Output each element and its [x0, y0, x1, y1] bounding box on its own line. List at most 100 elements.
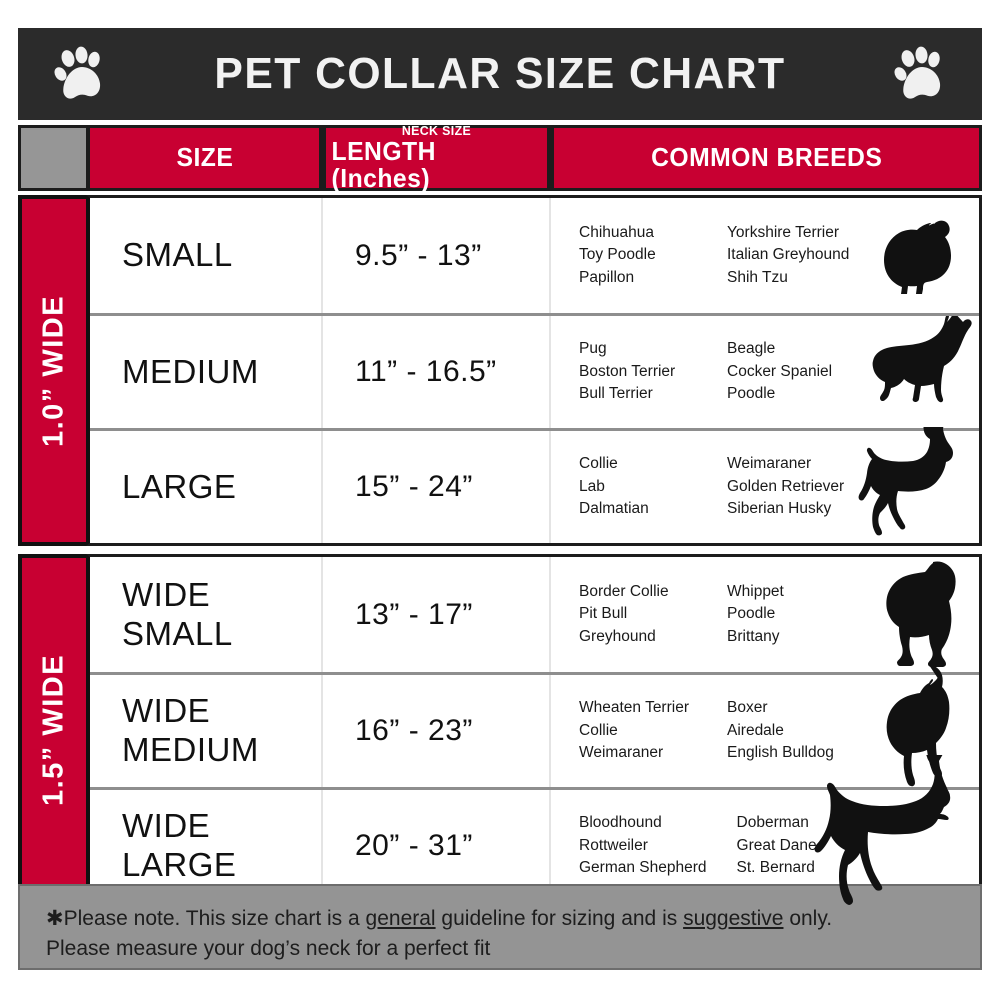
- breed-item: Papillon: [579, 268, 635, 286]
- table-row: SMALL 9.5” - 13” Chihuahua Toy Poodle Pa…: [90, 198, 979, 313]
- footer-underline-suggestive: suggestive: [683, 907, 784, 930]
- size-label: SMALL: [122, 236, 233, 274]
- group-rows: WIDE SMALL 13” - 17” Border Collie Pit B…: [86, 554, 982, 905]
- breed-item: Shih Tzu: [727, 268, 788, 286]
- breed-column-1: Collie Lab Dalmatian: [579, 453, 697, 520]
- cell-breeds: Chihuahua Toy Poodle Papillon Yorkshire …: [551, 198, 979, 313]
- cell-size: WIDE SMALL: [90, 557, 323, 672]
- breed-column-2: Weimaraner Golden Retriever Siberian Hus…: [727, 453, 845, 520]
- size-label-line2: SMALL: [122, 614, 233, 652]
- size-label-line1: WIDE: [122, 575, 211, 613]
- breed-item: Border Collie: [579, 582, 669, 600]
- footer-text: only.: [783, 907, 833, 930]
- table-row: LARGE 15” - 24” Collie Lab Dalmatian Wei…: [90, 427, 979, 543]
- breed-item: Bloodhound: [579, 814, 662, 832]
- breed-column-1: Border Collie Pit Bull Greyhound: [579, 581, 697, 648]
- size-label-line1: WIDE: [122, 692, 211, 730]
- breed-item: Poodle: [727, 605, 776, 623]
- breed-item: Bull Terrier: [579, 385, 653, 403]
- breed-item: Italian Greyhound: [727, 246, 850, 264]
- table-row: WIDE LARGE 20” - 31” Bloodhound Rottweil…: [90, 787, 979, 902]
- group-label-text: 1.0” WIDE: [37, 294, 70, 447]
- size-label: LARGE: [122, 467, 237, 505]
- breed-item: Poodle: [727, 385, 776, 403]
- breed-item: Toy Poodle: [579, 246, 656, 264]
- group-label-1-0-wide: 1.0” WIDE: [18, 195, 86, 546]
- breed-column-2: Yorkshire Terrier Italian Greyhound Shih…: [727, 222, 849, 289]
- breed-column-2: Beagle Cocker Spaniel Poodle: [727, 338, 845, 405]
- cell-size: SMALL: [90, 198, 323, 313]
- breed-column-2: Whippet Poodle Brittany: [727, 581, 845, 648]
- breed-column-2: Doberman Great Dane St. Bernard: [737, 812, 855, 879]
- table-row: WIDE SMALL 13” - 17” Border Collie Pit B…: [90, 557, 979, 672]
- breed-item: Lab: [579, 477, 605, 495]
- small-fluffy-dog-silhouette-icon: [884, 220, 951, 294]
- breed-column-1: Wheaten Terrier Collie Weimaraner: [579, 697, 697, 764]
- breed-item: Chihuahua: [579, 223, 654, 241]
- group-label-1-5-wide: 1.5” WIDE: [18, 554, 86, 905]
- breed-column-1: Chihuahua Toy Poodle Papillon: [579, 222, 697, 289]
- chart-header: PET COLLAR SIZE CHART: [18, 28, 982, 120]
- breed-item: Greyhound: [579, 627, 656, 645]
- group-label-text: 1.5” WIDE: [37, 653, 70, 806]
- cell-size: LARGE: [90, 431, 323, 543]
- cell-breeds: Wheaten Terrier Collie Weimaraner Boxer …: [551, 665, 979, 787]
- breed-item: English Bulldog: [727, 744, 834, 762]
- footer-text: ✱Please note. This size chart is a: [46, 907, 366, 930]
- breed-item: Weimaraner: [579, 744, 664, 762]
- column-header-length-label: LENGTH (Inches): [331, 135, 436, 193]
- cell-breeds: Pug Boston Terrier Bull Terrier Beagle C…: [551, 316, 979, 428]
- breed-item: Doberman: [736, 814, 809, 832]
- breed-item: Boxer: [727, 699, 768, 717]
- column-header-size-label: SIZE: [176, 142, 233, 173]
- table-row: MEDIUM 11” - 16.5” Pug Boston Terrier Bu…: [90, 313, 979, 428]
- breed-item: Brittany: [727, 627, 780, 645]
- cell-size: MEDIUM: [90, 316, 323, 428]
- boxer-silhouette-icon: [886, 665, 950, 787]
- column-header-size: SIZE: [86, 125, 322, 191]
- large-standing-dog-silhouette-icon: [858, 427, 953, 536]
- cell-length: 9.5” - 13”: [323, 198, 551, 313]
- footer-line-2: Please measure your dog’s neck for a per…: [46, 937, 491, 961]
- table-header-row: SIZE NECK SIZE LENGTH (Inches) COMMON BR…: [18, 122, 982, 193]
- size-label-line2: MEDIUM: [122, 731, 259, 768]
- column-header-length: NECK SIZE LENGTH (Inches): [322, 122, 550, 193]
- table-row: WIDE MEDIUM 16” - 23” Wheaten Terrier Co…: [90, 665, 979, 787]
- cell-length: 13” - 17”: [323, 557, 551, 672]
- breed-item: Siberian Husky: [727, 500, 832, 518]
- breed-item: Yorkshire Terrier: [727, 223, 839, 241]
- cell-length: 15” - 24”: [323, 431, 551, 543]
- cell-size: WIDE MEDIUM: [90, 675, 323, 787]
- breed-item: Collie: [579, 455, 618, 473]
- size-table: SIZE NECK SIZE LENGTH (Inches) COMMON BR…: [18, 122, 982, 905]
- breed-column-1: Bloodhound Rottweiler German Shepherd: [579, 812, 707, 879]
- column-header-length-sup: NECK SIZE: [401, 122, 472, 138]
- breed-item: Whippet: [727, 582, 784, 600]
- breed-item: St. Bernard: [736, 859, 815, 877]
- cell-breeds: Collie Lab Dalmatian Weimaraner Golden R…: [551, 427, 979, 543]
- breed-item: Pug: [579, 340, 607, 358]
- cell-length: 11” - 16.5”: [323, 316, 551, 428]
- cell-breeds: Bloodhound Rottweiler German Shepherd Do…: [551, 790, 979, 902]
- breed-item: Collie: [579, 721, 618, 739]
- cell-breeds: Border Collie Pit Bull Greyhound Whippet…: [551, 557, 979, 672]
- footer-text: guideline for sizing and is: [435, 907, 684, 930]
- column-header-breeds-label: COMMON BREEDS: [650, 142, 883, 173]
- cell-length: 20” - 31”: [323, 790, 551, 902]
- table-corner-cell: [18, 125, 86, 191]
- cell-length: 16” - 23”: [323, 675, 551, 787]
- breed-item: Golden Retriever: [727, 477, 845, 495]
- breed-item: Rottweiler: [579, 836, 648, 854]
- footer-underline-general: general: [365, 907, 436, 930]
- paw-print-icon: [54, 46, 101, 99]
- breed-item: Wheaten Terrier: [579, 699, 689, 717]
- breed-item: Pit Bull: [579, 605, 628, 623]
- breed-item: Dalmatian: [579, 500, 649, 518]
- bulldog-silhouette-icon: [886, 561, 956, 667]
- group-rows: SMALL 9.5” - 13” Chihuahua Toy Poodle Pa…: [86, 195, 982, 546]
- breed-item: German Shepherd: [579, 859, 707, 877]
- breed-column-1: Pug Boston Terrier Bull Terrier: [579, 338, 697, 405]
- breed-column-2: Boxer Airedale English Bulldog: [727, 697, 845, 764]
- size-group-1-0-wide: 1.0” WIDE SMALL 9.5” - 13” Chihuahua Toy…: [18, 195, 982, 546]
